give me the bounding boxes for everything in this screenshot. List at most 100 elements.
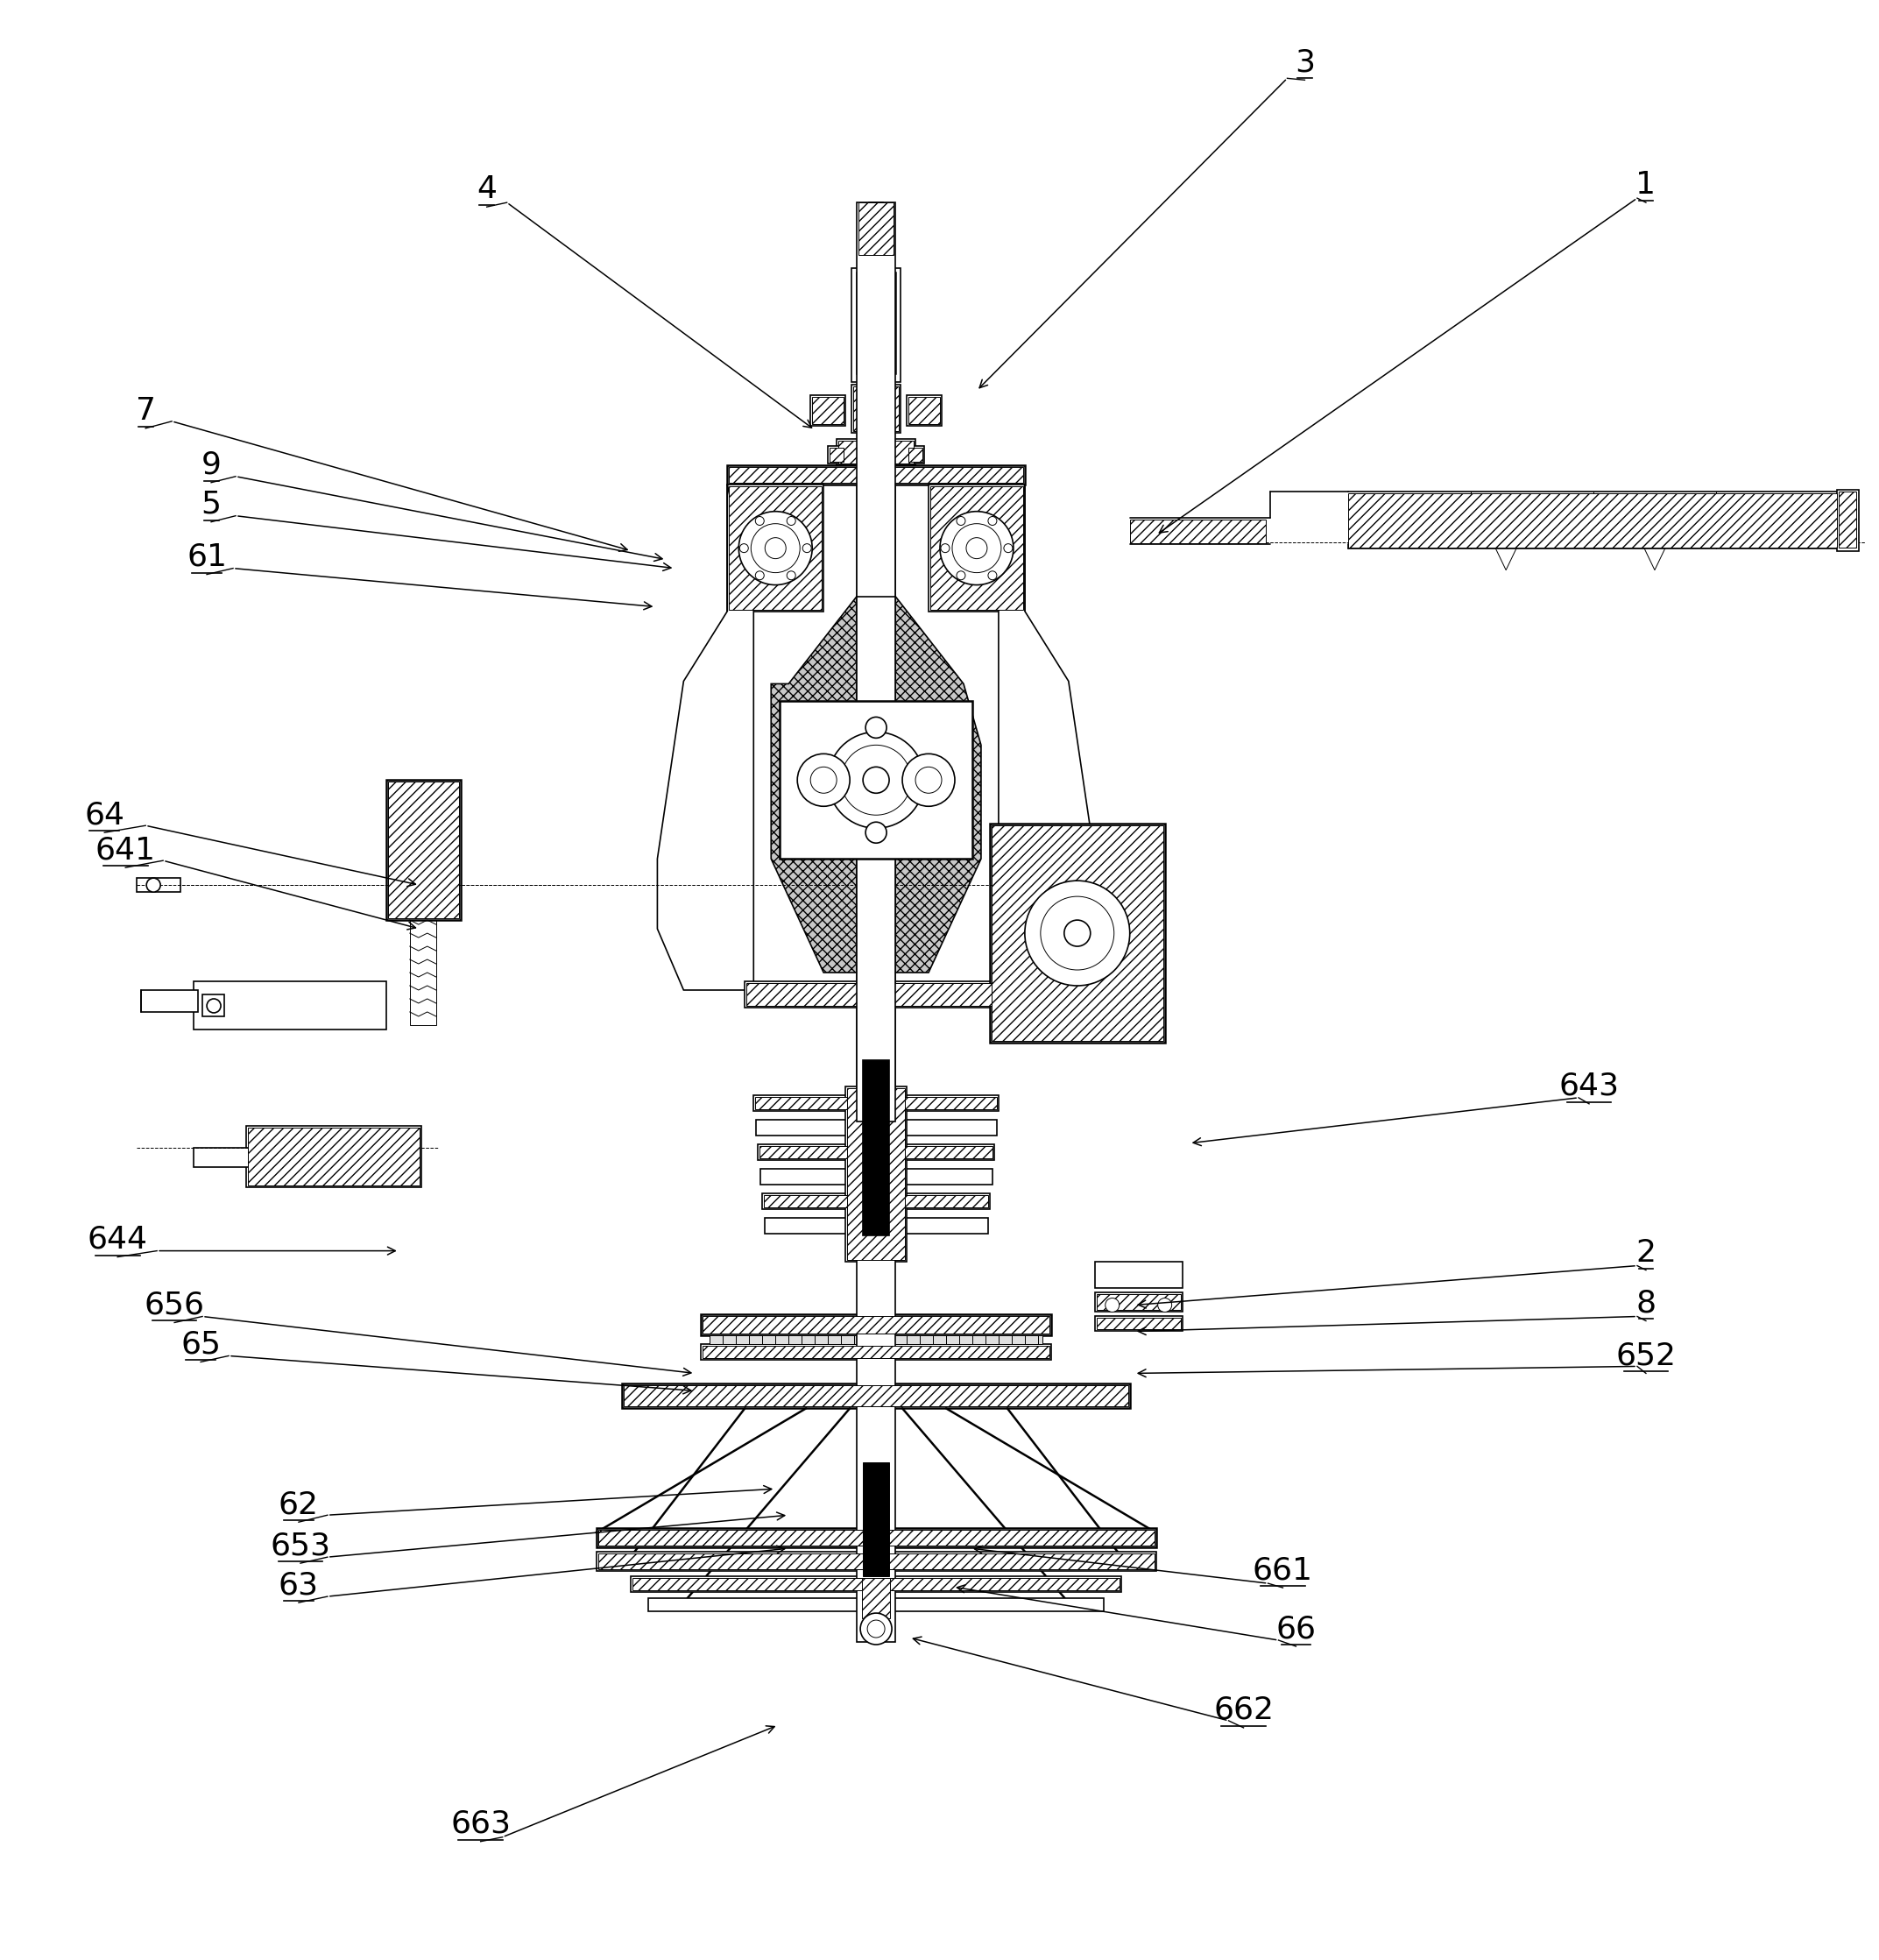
Bar [851, 384, 900, 433]
Circle shape [862, 766, 889, 794]
Bar [746, 984, 1005, 1005]
Bar [945, 704, 971, 857]
Text: 65: 65 [180, 1329, 222, 1360]
Polygon shape [770, 484, 981, 972]
Bar [755, 1098, 996, 1109]
Bar [908, 447, 923, 461]
Bar [1095, 1292, 1182, 1311]
Bar [857, 202, 894, 1642]
Bar [710, 1335, 1043, 1345]
Text: 656: 656 [145, 1290, 205, 1319]
Text: 1: 1 [1637, 171, 1655, 200]
Bar [780, 702, 971, 858]
Bar [633, 1578, 1120, 1590]
Bar [727, 484, 823, 612]
Polygon shape [998, 484, 1095, 990]
Text: 9: 9 [201, 451, 222, 480]
Circle shape [755, 517, 765, 525]
Bar [853, 386, 898, 431]
Bar [141, 990, 197, 1011]
Bar [859, 202, 894, 255]
Bar [846, 1086, 908, 1262]
Bar [829, 445, 846, 463]
Circle shape [956, 570, 966, 580]
Circle shape [866, 717, 887, 739]
Bar [729, 466, 1022, 482]
Circle shape [147, 878, 160, 892]
Bar [755, 1119, 996, 1135]
Bar [761, 1168, 992, 1184]
Bar [765, 1196, 988, 1207]
Bar [648, 1597, 1103, 1611]
Circle shape [740, 543, 748, 553]
Circle shape [802, 543, 812, 553]
Bar [990, 823, 1165, 1043]
Circle shape [1003, 543, 1013, 553]
Circle shape [866, 821, 887, 843]
Bar [1097, 1317, 1180, 1329]
Circle shape [966, 537, 986, 559]
Bar [870, 204, 881, 270]
Circle shape [765, 537, 785, 559]
Bar [598, 1554, 1154, 1570]
Circle shape [1105, 1298, 1120, 1311]
Bar [744, 982, 1007, 1007]
Bar [1095, 1315, 1182, 1331]
Bar [703, 1315, 1048, 1335]
Circle shape [755, 570, 765, 580]
Text: 63: 63 [278, 1570, 319, 1599]
Bar [203, 994, 224, 1017]
Bar [862, 1578, 891, 1619]
Bar [861, 1576, 893, 1621]
Bar [598, 1531, 1154, 1546]
Bar [596, 1529, 1156, 1548]
Bar [859, 600, 894, 627]
Bar [928, 484, 1024, 612]
Bar [908, 396, 940, 423]
Bar [701, 1313, 1050, 1335]
Bar [763, 1194, 990, 1209]
Circle shape [953, 523, 1002, 572]
Circle shape [829, 731, 924, 829]
Bar [701, 1345, 1050, 1360]
Circle shape [988, 517, 996, 525]
Bar [862, 1462, 889, 1576]
Text: 2: 2 [1637, 1237, 1655, 1268]
Bar [859, 274, 894, 370]
Bar [870, 202, 883, 272]
Circle shape [810, 766, 836, 794]
Bar [387, 782, 458, 919]
Polygon shape [658, 484, 753, 990]
Circle shape [902, 755, 955, 806]
Bar [1097, 1294, 1180, 1309]
Bar [992, 825, 1163, 1041]
Bar [622, 1384, 1129, 1409]
Circle shape [915, 766, 941, 794]
Bar [703, 1347, 1048, 1358]
Circle shape [1157, 1298, 1172, 1311]
Circle shape [842, 745, 911, 815]
Text: 662: 662 [1214, 1695, 1274, 1725]
Circle shape [797, 755, 849, 806]
Bar [831, 447, 844, 461]
Text: 663: 663 [451, 1809, 511, 1838]
Circle shape [988, 570, 996, 580]
Bar [851, 269, 900, 382]
Circle shape [956, 517, 966, 525]
Text: 61: 61 [186, 543, 227, 572]
Text: 661: 661 [1253, 1556, 1313, 1586]
Text: 64: 64 [85, 800, 124, 829]
Circle shape [1041, 896, 1114, 970]
Bar [908, 445, 924, 463]
Text: 641: 641 [96, 835, 156, 864]
Bar [1129, 519, 1265, 543]
Text: 644: 644 [86, 1225, 148, 1254]
Text: 652: 652 [1616, 1341, 1676, 1370]
Bar [838, 441, 913, 463]
Text: 3: 3 [1295, 47, 1315, 76]
Bar [812, 396, 844, 423]
Circle shape [207, 1000, 222, 1013]
Bar [757, 1145, 994, 1160]
Text: 5: 5 [201, 490, 222, 519]
Bar [847, 1088, 906, 1260]
